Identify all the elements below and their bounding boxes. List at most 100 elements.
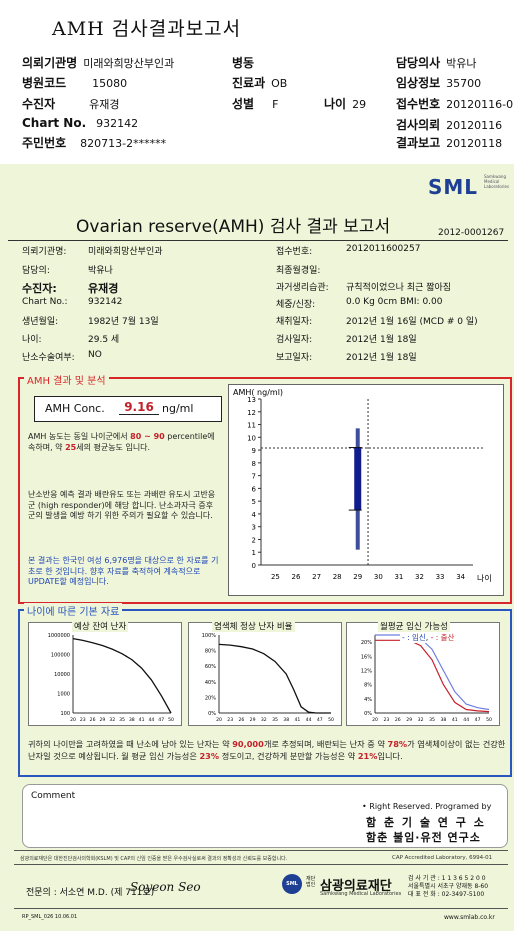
sml-tagline: Samkwang Medical Laboratories <box>484 174 510 189</box>
x-tick-label: 41 <box>294 717 300 723</box>
x-tick-label: 20 <box>70 717 76 723</box>
rights-text: • Right Reserved. Programed by <box>362 802 492 811</box>
y-tick-label: 20% <box>205 695 216 701</box>
y-tick-label: 100% <box>202 633 217 639</box>
y-tick-label: 3 <box>252 524 256 532</box>
info-label: 수진자: <box>22 282 57 295</box>
y-tick-label: 80% <box>205 649 216 655</box>
y-tick-label: 6 <box>252 485 257 493</box>
x-tick-label: 23 <box>383 717 389 723</box>
y-tick-label: 8 <box>252 460 256 468</box>
y-tick-label: 1000 <box>57 692 70 698</box>
patient-name: 유재경 <box>88 282 119 295</box>
header-field: 결과보고 20120118 <box>396 136 503 150</box>
accreditation-note: 삼광의료재단은 대한진단검사의학회(KSLM) 및 CAP의 신임 인증을 받은… <box>20 856 288 862</box>
x-tick-label: 41 <box>452 717 458 723</box>
y-tick-label: 11 <box>247 422 256 430</box>
egg-count-chart: 20 23 26 29 32 35 38 41 44 47 50 1000000 100000 10000… <box>48 633 174 723</box>
foundation-logo: SML <box>282 874 302 894</box>
info-value: 29.5 세 <box>88 335 120 345</box>
pregnancy-line <box>375 634 490 711</box>
x-tick-label: 32 <box>418 717 424 723</box>
info-label: 접수번호: <box>276 247 313 257</box>
x-tick-label: 26 <box>292 573 301 581</box>
x-tick-label: 32 <box>109 717 115 723</box>
amh-conc-label: AMH Conc. <box>45 402 105 415</box>
pregnancy-chart: 20 23 26 29 32 35 38 41 44 47 50 20% 16% 12% 8% 4% 0% <box>361 634 492 723</box>
data-source-text: 본 결과는 한국인 여성 6,976명을 대상으로 한 자료를 기초로 한 것입… <box>28 556 219 586</box>
x-tick-label: 47 <box>317 717 323 723</box>
normal-egg-chart-title: 염색체 정상 난자 비율 <box>212 620 295 632</box>
header-field: 접수번호 20120116-0 <box>396 97 514 111</box>
info-label: 난소수술여부: <box>22 353 75 363</box>
birth-percent: 21% <box>357 751 378 761</box>
x-tick-label: 23 <box>227 717 233 723</box>
y-tick-label: 12 <box>247 409 256 417</box>
x-axis-label: 나이 <box>477 573 492 583</box>
foundation-contact: 검 사 기 관 : 1 1 3 6 5 2 0 0 서울특별시 서초구 양재동 … <box>408 875 489 898</box>
institute-name-1: 함 춘 기 술 연 구 소 <box>366 816 486 829</box>
x-tick-label: 29 <box>406 717 412 723</box>
y-tick-label: 12% <box>361 668 372 674</box>
age-data-heading: 나이에 따른 기본 자료 <box>24 603 123 618</box>
info-label: 채취일자: <box>276 317 313 327</box>
form-code: 2012-0001267 <box>438 228 505 238</box>
egg-estimate: 90,000 <box>232 739 264 749</box>
foundation-english-name: Samkwang Medical Laboratories <box>320 891 402 897</box>
y-tick-label: 0 <box>252 562 256 570</box>
info-value: 932142 <box>88 297 123 307</box>
header-field: 주민번호 820713-2****** <box>22 136 167 150</box>
form-id: RP_SML_026 10.06.01 <box>22 914 78 920</box>
amh-chart-frame: AMH( ng/ml) 0 1 2 3 4 5 6 7 8 9 10 11 12 13 25 26 27 28 29 3… <box>228 384 504 596</box>
header-field: Chart No. 932142 <box>22 116 139 130</box>
x-tick-label: 29 <box>353 573 362 581</box>
x-tick-label: 26 <box>238 717 244 723</box>
info-label: 체중/신장: <box>276 300 316 310</box>
y-tick-label: 10 <box>247 434 256 442</box>
info-label: 과거생리습관: <box>276 283 329 293</box>
x-tick-label: 26 <box>395 717 401 723</box>
y-tick-label: 40% <box>205 680 216 686</box>
age-data-section <box>18 609 512 777</box>
egg-count-chart-frame: 20 23 26 29 32 35 38 41 44 47 50 1000000 100000 10000… <box>28 622 182 726</box>
sml-logo: SML <box>428 175 479 199</box>
comment-box: Comment <box>22 784 508 848</box>
y-tick-label: 1 <box>252 549 256 557</box>
x-tick-label: 29 <box>99 717 105 723</box>
age-data-summary: 귀하의 나이만을 고려하였을 때 난소에 남아 있는 난자는 약 90,000개… <box>28 739 506 761</box>
info-value: 2012년 1월 16일 (MCD # 0 일) <box>346 317 478 327</box>
header-field: 임상정보 35700 <box>396 76 482 90</box>
form-title: Ovarian reserve(AMH) 검사 결과 보고서 <box>76 217 391 237</box>
x-tick-label: 20 <box>372 717 378 723</box>
y-tick-label: 60% <box>205 664 216 670</box>
y-tick-label: 1000000 <box>48 633 70 639</box>
normal-egg-chart: 20 23 26 29 32 35 38 41 44 47 50 100% 80% 60% 40% 20% 0% <box>202 633 334 723</box>
response-text: 난소반응 예측 결과 배란유도 또는 과배란 유도시 고반응군 (high re… <box>28 490 216 520</box>
egg-count-chart-title: 예상 잔여 난자 <box>72 620 129 632</box>
pregnancy-percent: 23% <box>199 751 220 761</box>
x-tick-label: 47 <box>475 717 481 723</box>
website: www.smlab.co.kr <box>444 914 495 921</box>
info-label: 나이: <box>22 335 42 345</box>
header-field: 진료과 OB <box>232 76 288 90</box>
info-label: 의뢰기관명: <box>22 247 67 257</box>
x-tick-label: 44 <box>148 717 154 723</box>
y-tick-label: 10000 <box>54 672 70 678</box>
divider <box>14 850 508 851</box>
info-value: 0.0 Kg 0cm BMI: 0.00 <box>346 297 443 307</box>
header-field: 검사의뢰 20120116 <box>396 118 503 132</box>
y-tick-label: 13 <box>247 396 256 404</box>
x-tick-label: 28 <box>333 573 342 581</box>
divider <box>14 864 508 865</box>
info-label: 생년월일: <box>22 317 59 327</box>
x-tick-label: 32 <box>261 717 267 723</box>
doctor-name: 전문의 : 서소연 M.D. (제 711호) <box>26 888 155 898</box>
info-value: 2012011600257 <box>346 244 421 254</box>
pregnancy-legend: - : 임신, - : 출산 <box>400 632 457 643</box>
x-tick-label: 41 <box>139 717 145 723</box>
y-tick-label: 16% <box>361 654 372 660</box>
percentile-range: 80 ~ 90 <box>130 432 165 441</box>
info-value: 박유나 <box>88 266 113 276</box>
amh-conc-unit: ng/ml <box>162 402 194 415</box>
x-tick-label: 26 <box>90 717 96 723</box>
